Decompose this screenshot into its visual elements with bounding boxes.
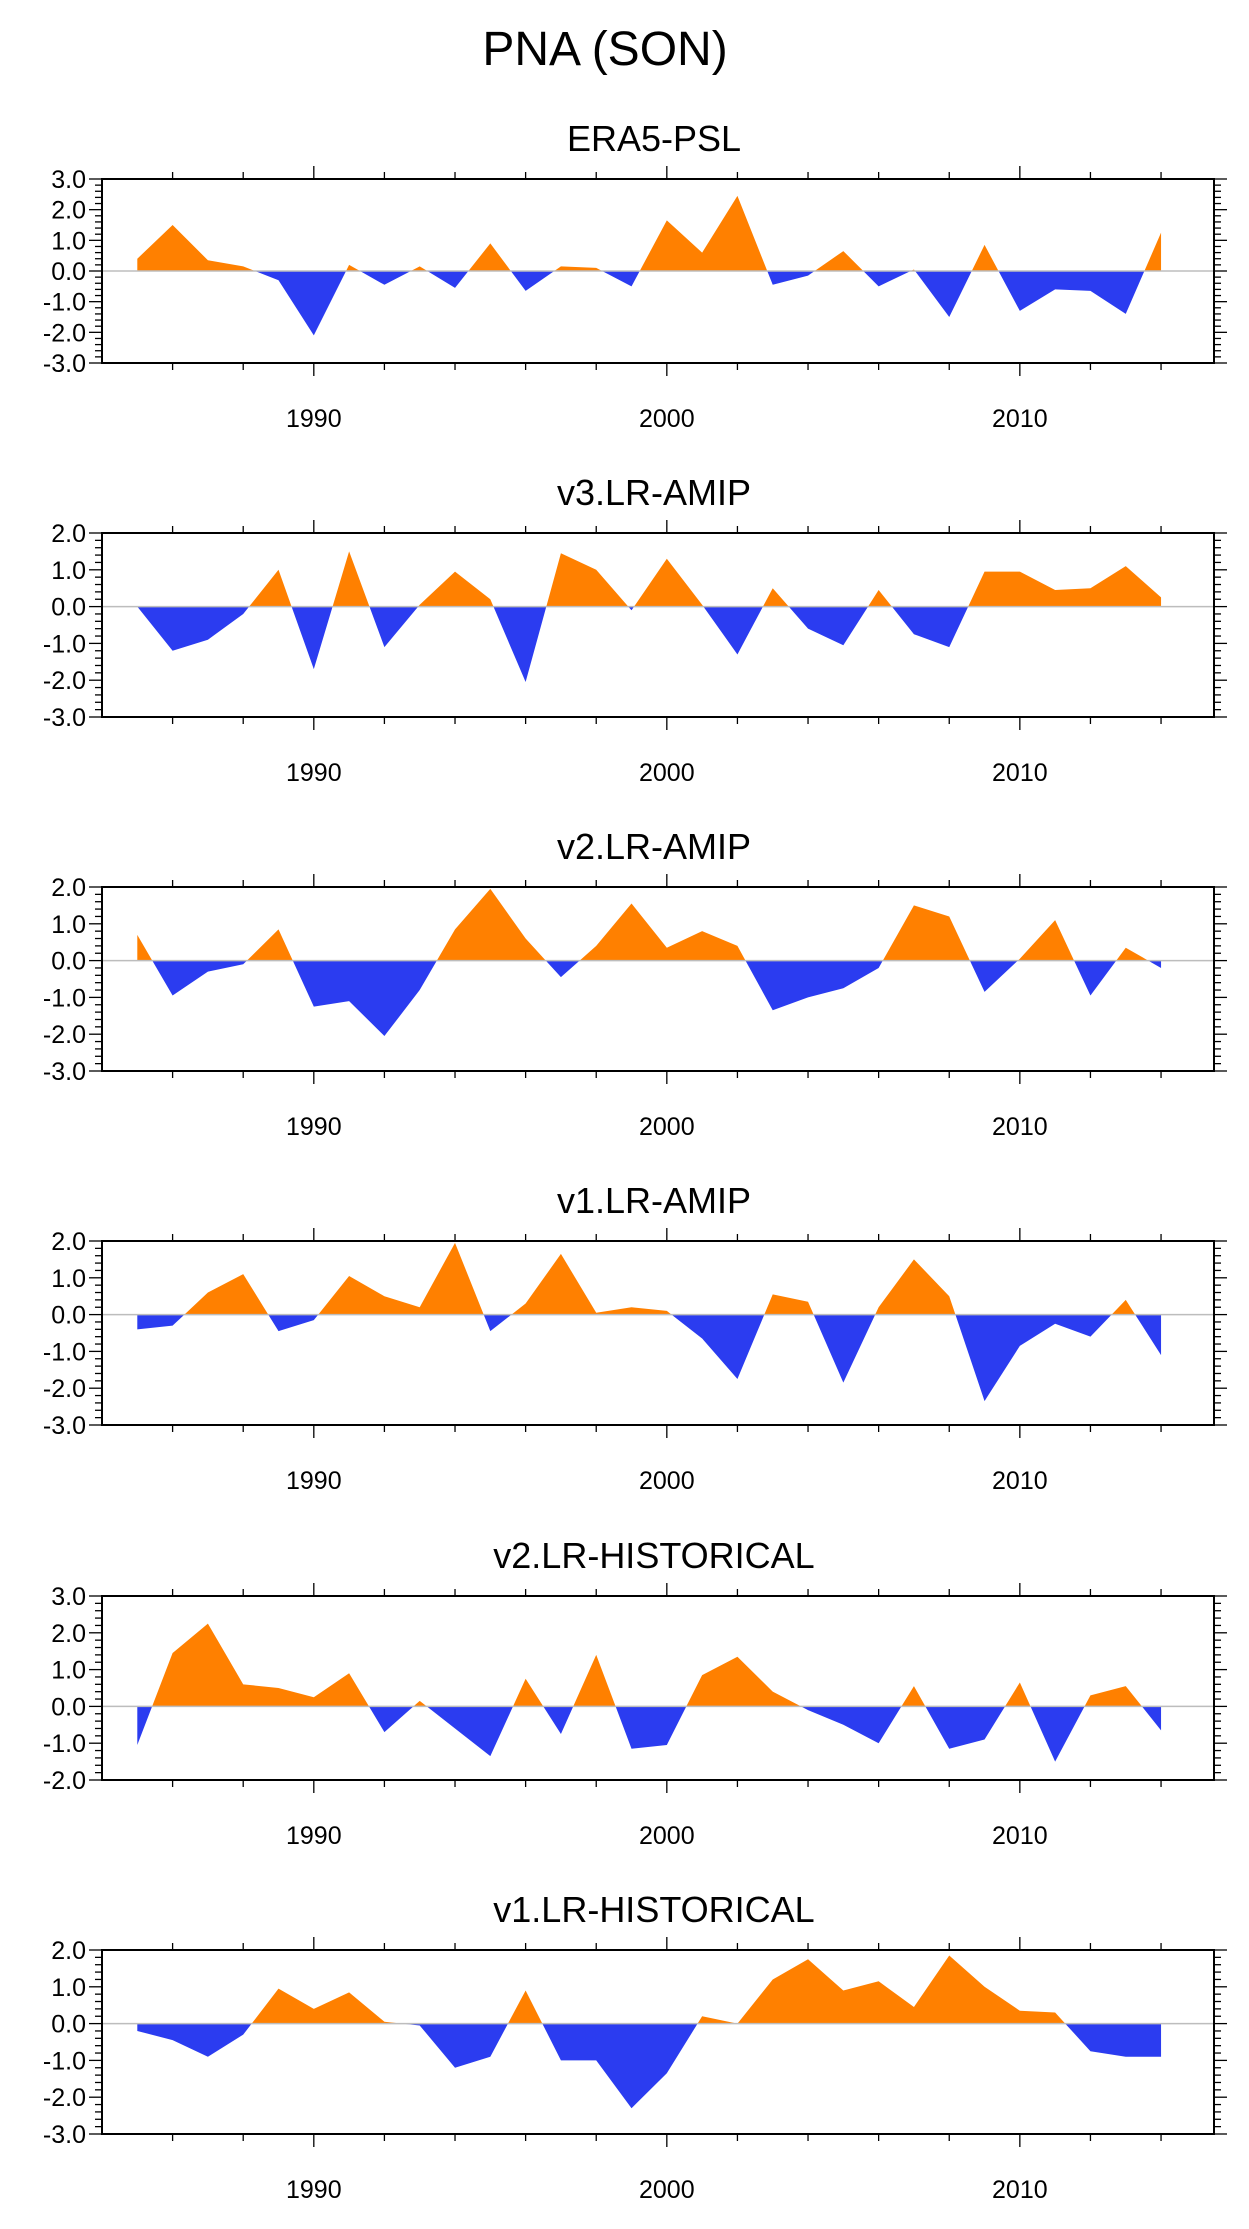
y-tick-label: 0.0 <box>51 948 86 976</box>
panel-2: v3.LR-AMIP 2.0 1.0 0.0 -1.0 -2.0 -3.0 1990 2000 2… <box>43 472 1227 787</box>
x-tick-label: 2010 <box>992 1822 1048 1850</box>
panel-6: v1.LR-HISTORICAL 2.0 1.0 0.0 -1.0 -2.0 -3.0 199… <box>43 1889 1227 2204</box>
panel-title: v2.LR-HISTORICAL <box>493 1535 814 1576</box>
y-tick-label: 0.0 <box>51 594 86 622</box>
y-tick-label: -1.0 <box>43 984 86 1012</box>
y-tick-label: -1.0 <box>43 2047 86 2075</box>
panel-3: v2.LR-AMIP 2.0 1.0 0.0 -1.0 -2.0 -3.0 1990 2000 2… <box>43 826 1227 1141</box>
y-tick-label: -2.0 <box>43 2084 86 2112</box>
negative-area <box>137 1314 1162 1402</box>
x-tick-label: 2000 <box>639 405 695 433</box>
y-tick-label: -1.0 <box>43 1338 86 1366</box>
x-tick-label: 2000 <box>639 1822 695 1850</box>
panel-title: v1.LR-HISTORICAL <box>493 1889 814 1930</box>
plot-frame <box>101 1595 1215 1781</box>
negative-area <box>137 960 1162 1037</box>
x-tick-label: 1990 <box>286 1467 342 1495</box>
y-tick-label: 0.0 <box>51 1302 86 1330</box>
y-tick-label: -3.0 <box>43 1058 86 1086</box>
positive-area <box>137 888 1162 961</box>
y-tick-label: -1.0 <box>43 289 86 317</box>
y-tick-label: 2.0 <box>51 1620 86 1648</box>
y-tick-label: -2.0 <box>43 1767 86 1795</box>
y-tick-label: -1.0 <box>43 630 86 658</box>
panel-4: v1.LR-AMIP 2.0 1.0 0.0 -1.0 -2.0 -3.0 1990 2000 2… <box>43 1180 1227 1495</box>
x-tick-label: 1990 <box>286 405 342 433</box>
y-tick-label: -2.0 <box>43 319 86 347</box>
y-tick-label: 2.0 <box>51 1937 86 1965</box>
x-tick-label: 2010 <box>992 2176 1048 2204</box>
y-tick-label: -3.0 <box>43 2121 86 2149</box>
negative-area <box>137 271 1162 336</box>
plot-frame <box>101 532 1215 718</box>
y-tick-label: 1.0 <box>51 1974 86 2002</box>
y-tick-label: -2.0 <box>43 1375 86 1403</box>
positive-area <box>137 195 1162 271</box>
x-tick-label: 1990 <box>286 1113 342 1141</box>
positive-area <box>137 1242 1162 1315</box>
y-tick-label: -3.0 <box>43 350 86 378</box>
positive-area <box>137 1955 1162 2024</box>
y-tick-label: -1.0 <box>43 1730 86 1758</box>
y-tick-label: 3.0 <box>51 1583 86 1611</box>
panel-1: ERA5-PSL 3.0 2.01.0 0.0 -1.0-2.0 -3.0 1990 2000… <box>43 118 1227 433</box>
negative-area <box>137 2023 1162 2109</box>
y-tick-label: 2.0 <box>51 1228 86 1256</box>
y-tick-label: 1.0 <box>51 911 86 939</box>
x-tick-label: 1990 <box>286 2176 342 2204</box>
y-tick-label: 3.0 <box>51 166 86 194</box>
x-tick-label: 2010 <box>992 759 1048 787</box>
y-tick-label: 1.0 <box>51 1657 86 1685</box>
y-tick-label: 1.0 <box>51 1265 86 1293</box>
panel-title: v2.LR-AMIP <box>557 826 751 867</box>
positive-area <box>137 551 1162 607</box>
x-tick-label: 2010 <box>992 405 1048 433</box>
y-tick-label: 2.0 <box>51 197 86 225</box>
x-tick-label: 1990 <box>286 1822 342 1850</box>
y-tick-label: -2.0 <box>43 667 86 695</box>
x-tick-label: 2000 <box>639 2176 695 2204</box>
y-tick-label: -3.0 <box>43 704 86 732</box>
y-tick-label: 2.0 <box>51 520 86 548</box>
plot-frame <box>101 1240 1215 1426</box>
panel-title: v1.LR-AMIP <box>557 1180 751 1221</box>
x-tick-label: 2000 <box>639 1113 695 1141</box>
y-tick-label: -3.0 <box>43 1412 86 1440</box>
plot-frame <box>101 1949 1215 2135</box>
y-tick-label: 2.0 <box>51 874 86 902</box>
x-tick-label: 2010 <box>992 1467 1048 1495</box>
panel-title: v3.LR-AMIP <box>557 472 751 513</box>
plot-frame <box>101 886 1215 1072</box>
y-tick-label: 0.0 <box>51 258 86 286</box>
y-tick-label: 0.0 <box>51 1693 86 1721</box>
positive-area <box>137 1623 1162 1707</box>
y-tick-label: 0.0 <box>51 2011 86 2039</box>
y-tick-label: 1.0 <box>51 557 86 585</box>
panel-title: ERA5-PSL <box>567 118 741 159</box>
negative-area <box>137 1706 1162 1762</box>
x-tick-label: 2000 <box>639 759 695 787</box>
x-tick-label: 2010 <box>992 1113 1048 1141</box>
figure-title: PNA (SON) <box>482 23 728 76</box>
negative-area <box>137 606 1162 683</box>
y-tick-label: 1.0 <box>51 227 86 255</box>
y-tick-label: -2.0 <box>43 1021 86 1049</box>
x-tick-label: 2000 <box>639 1467 695 1495</box>
x-tick-label: 1990 <box>286 759 342 787</box>
panel-5: v2.LR-HISTORICAL 3.0 2.0 1.0 0.0 -1.0 -2.0 1990… <box>43 1535 1227 1850</box>
